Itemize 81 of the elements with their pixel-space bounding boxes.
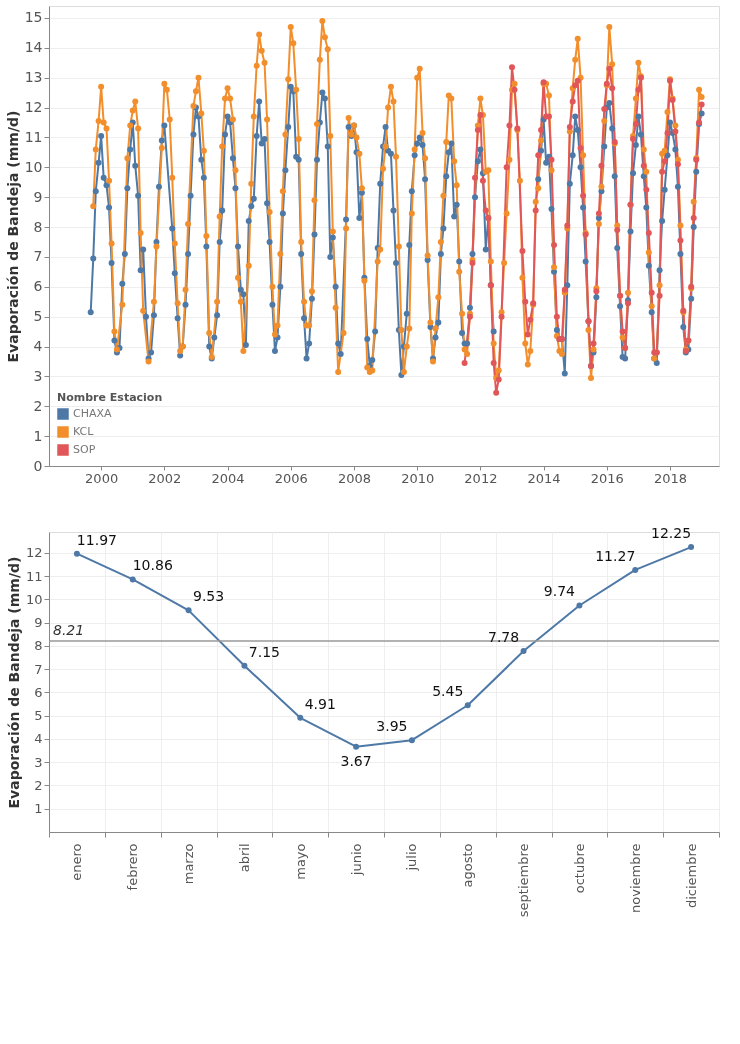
data-label: 7.78 [488, 629, 520, 646]
data-label: 11.97 [76, 531, 117, 548]
x-tick-label: 2016 [590, 470, 624, 486]
y-axis-title: Evaporación de Bandeja (mm/d) [5, 556, 22, 809]
data-label: 12.25 [651, 525, 692, 542]
x-tick-label: 2004 [211, 470, 245, 486]
y-tick-label: 7 [34, 661, 43, 677]
legend-title: Nombre Estacion [57, 391, 163, 404]
point [185, 607, 192, 614]
y-axis-title: Evaporación de Bandeja (mm/d) [4, 110, 21, 363]
data-label: 4.91 [304, 695, 336, 712]
data-label: 7.15 [248, 643, 280, 660]
y-tick-label: 11 [25, 568, 43, 584]
y-tick-label: 7 [33, 248, 43, 265]
y-tick-label: 4 [33, 338, 43, 355]
x-tick-label: 2012 [464, 470, 498, 486]
x-tick-label: julio [404, 843, 420, 872]
y-tick-label: 2 [33, 397, 43, 414]
y-tick-label: 2 [34, 777, 43, 793]
y-tick-label: 14 [24, 39, 43, 56]
y-tick-label: 0 [33, 457, 43, 474]
y-tick-label: 15 [24, 9, 43, 26]
ref-line-label: 8.21 [53, 622, 85, 639]
point [129, 576, 136, 583]
y-tick-label: 8 [34, 638, 43, 654]
data-label: 10.86 [132, 557, 173, 574]
x-tick-label: abril [236, 843, 252, 873]
x-tick-label: octubre [571, 843, 587, 894]
x-tick-label: 2014 [527, 470, 561, 486]
y-tick-label: 3 [34, 754, 43, 770]
x-tick-label: diciembre [683, 843, 699, 909]
y-tick-label: 1 [34, 801, 43, 817]
legend-label: SOP [73, 443, 96, 456]
point [520, 648, 527, 655]
x-tick-label: marzo [181, 843, 197, 885]
y-tick-label: 1 [33, 427, 43, 444]
y-tick-label: 9 [34, 615, 43, 631]
x-tick-label: mayo [292, 843, 308, 880]
legend-label: CHAXA [73, 407, 113, 420]
data-label: 11.27 [595, 547, 636, 564]
y-tick-label: 9 [33, 188, 43, 205]
y-tick-label: 10 [24, 158, 43, 175]
data-label: 3.95 [376, 718, 408, 735]
x-tick-label: 2010 [401, 470, 435, 486]
data-label: 9.53 [193, 588, 225, 605]
point [576, 602, 583, 609]
point [464, 702, 471, 709]
y-tick-label: 3 [33, 367, 43, 384]
data-label: 3.67 [340, 752, 372, 769]
y-tick-label: 10 [25, 591, 43, 607]
x-tick-label: 2002 [148, 470, 182, 486]
x-tick-label: 2000 [85, 470, 119, 486]
point [688, 544, 695, 551]
y-tick-label: 13 [24, 69, 43, 86]
data-label: 9.74 [543, 583, 576, 600]
x-tick-label: noviembre [627, 843, 643, 913]
legend-label: KCL [73, 425, 95, 438]
y-tick-label: 8 [33, 218, 43, 235]
y-tick-label: 5 [33, 308, 43, 325]
y-tick-label: 12 [25, 545, 43, 561]
x-tick-label: 2008 [337, 470, 372, 486]
x-tick-label: 2018 [653, 470, 688, 486]
x-tick-label: 2006 [274, 470, 308, 486]
x-tick-label: agosto [460, 843, 476, 888]
x-tick-label: septiembre [516, 843, 532, 918]
point [632, 566, 639, 573]
y-tick-label: 6 [34, 684, 43, 700]
y-tick-label: 4 [34, 731, 43, 747]
x-tick-label: enero [69, 843, 85, 881]
y-tick-label: 12 [24, 99, 43, 116]
point [353, 743, 360, 750]
y-tick-label: 6 [33, 278, 43, 295]
y-tick-label: 5 [34, 708, 43, 724]
data-label: 5.45 [432, 683, 464, 700]
y-tick-label: 11 [24, 128, 43, 145]
point [408, 737, 415, 744]
x-tick-label: junio [348, 843, 364, 877]
point [241, 662, 248, 669]
point [73, 550, 80, 557]
x-tick-label: febrero [125, 843, 141, 891]
point [297, 714, 304, 721]
